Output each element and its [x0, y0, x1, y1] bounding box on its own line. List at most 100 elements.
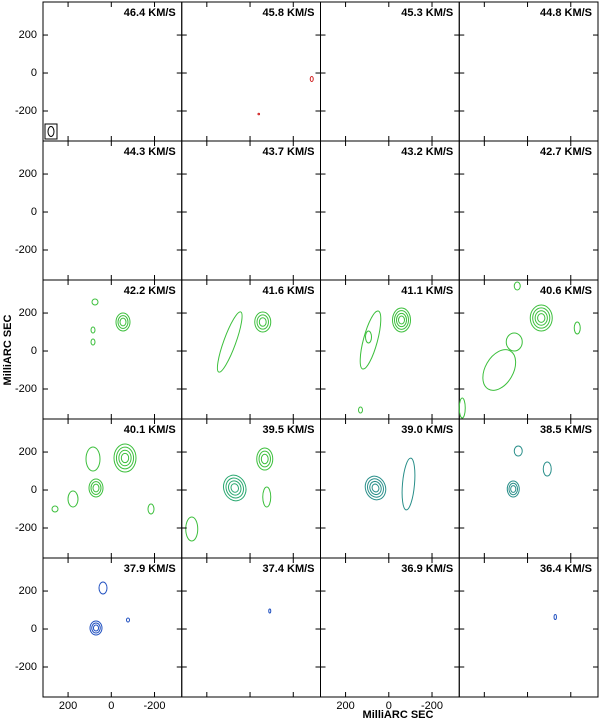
velocity-label: 37.9 KM/S	[124, 563, 176, 575]
y-tick-label: 0	[31, 67, 37, 79]
contour	[91, 622, 101, 634]
x-tick-label: 200	[336, 700, 354, 712]
y-tick-label: 200	[19, 585, 37, 597]
contour	[309, 76, 314, 82]
contour	[230, 483, 240, 493]
y-tick-label: 200	[19, 29, 37, 41]
contour	[396, 312, 407, 328]
y-tick-label: 0	[31, 623, 37, 635]
contour	[508, 482, 519, 496]
contour	[227, 480, 242, 496]
contour	[258, 317, 267, 327]
contour	[534, 310, 548, 326]
contour	[51, 505, 59, 513]
panel: 39.5 KM/S	[181, 418, 321, 559]
panel-frame	[458, 140, 599, 281]
panel: 37.9 KM/S 200 0 -200 200 0 -200	[15, 557, 183, 712]
velocity-label: 44.3 KM/S	[124, 146, 176, 158]
panel-frame	[181, 140, 321, 281]
panel-frame	[320, 418, 460, 559]
x-tick-label: 200	[59, 700, 77, 712]
contour	[394, 310, 409, 330]
contour	[92, 624, 100, 632]
panel-frame	[42, 140, 183, 281]
contour	[216, 311, 243, 373]
panel-frame	[42, 1, 183, 142]
y-axis-label: MilliARC SEC	[2, 315, 14, 386]
x-tick-label: 0	[108, 700, 114, 712]
panel-frame	[181, 557, 321, 698]
contour	[222, 474, 247, 502]
contour	[147, 503, 155, 515]
contour	[90, 481, 102, 495]
velocity-label: 45.8 KM/S	[263, 7, 315, 19]
contour	[258, 450, 271, 468]
x-tick-label: 0	[386, 700, 392, 712]
contour	[120, 452, 130, 464]
y-tick-label: -200	[15, 661, 37, 673]
contour	[532, 307, 551, 329]
contour	[358, 406, 363, 414]
panel-frame	[42, 279, 183, 420]
velocity-label: 39.5 KM/S	[263, 424, 315, 436]
contour	[401, 457, 416, 511]
contour	[542, 461, 552, 477]
contour	[367, 478, 384, 498]
panel-frame	[320, 140, 460, 281]
panel-frame	[181, 1, 321, 142]
panel: 40.1 KM/S 200 0 -200	[15, 418, 183, 559]
panel: 44.8 KM/S	[458, 1, 599, 142]
contour	[185, 516, 199, 542]
panel: 42.2 KM/S 200 0 -200	[15, 279, 183, 420]
contour	[92, 483, 100, 493]
contour	[392, 307, 411, 333]
contour	[537, 313, 546, 323]
panel-frame	[42, 418, 183, 559]
contour	[510, 485, 517, 493]
velocity-label: 43.2 KM/S	[401, 146, 453, 158]
contour	[513, 445, 523, 457]
velocity-label: 44.8 KM/S	[540, 7, 592, 19]
x-tick-label: -200	[421, 700, 443, 712]
contour	[115, 312, 131, 332]
velocity-label: 42.2 KM/S	[124, 285, 176, 297]
panel: 46.4 KM/S 200 0 -200	[15, 1, 183, 142]
contour	[268, 608, 272, 614]
contour	[505, 332, 523, 352]
panel: 36.4 KM/S	[458, 557, 599, 698]
contour	[254, 311, 272, 333]
contour	[262, 486, 272, 508]
panel: 43.7 KM/S	[181, 140, 321, 281]
velocity-label: 40.1 KM/S	[124, 424, 176, 436]
contour	[398, 315, 405, 325]
panel-frame	[458, 1, 599, 142]
velocity-label: 37.4 KM/S	[263, 563, 315, 575]
y-tick-label: 0	[31, 345, 37, 357]
contour	[88, 478, 104, 498]
contour	[89, 620, 103, 636]
panel-frame	[458, 557, 599, 698]
velocity-label: 40.6 KM/S	[540, 285, 592, 297]
contour	[553, 614, 557, 620]
contour	[506, 480, 520, 498]
panel: 44.3 KM/S 200 0 -200	[15, 140, 183, 281]
contour	[118, 449, 132, 467]
contour	[513, 281, 521, 291]
contour	[225, 477, 245, 499]
contour	[458, 397, 466, 419]
panel: 36.9 KM/S 200 0 -200	[320, 557, 460, 712]
x-axis-label: MilliARC SEC	[363, 709, 434, 721]
contour	[365, 330, 372, 344]
y-tick-label: -200	[15, 105, 37, 117]
contour	[359, 310, 382, 370]
panel-frame	[320, 557, 460, 698]
y-tick-label: 200	[19, 168, 37, 180]
panel: 45.8 KM/S	[181, 1, 321, 142]
y-tick-label: 200	[19, 446, 37, 458]
contour	[91, 298, 99, 306]
contour	[573, 321, 581, 335]
panel: 43.2 KM/S	[320, 140, 460, 281]
contour	[364, 475, 387, 501]
panel: 45.3 KM/S	[320, 1, 460, 142]
